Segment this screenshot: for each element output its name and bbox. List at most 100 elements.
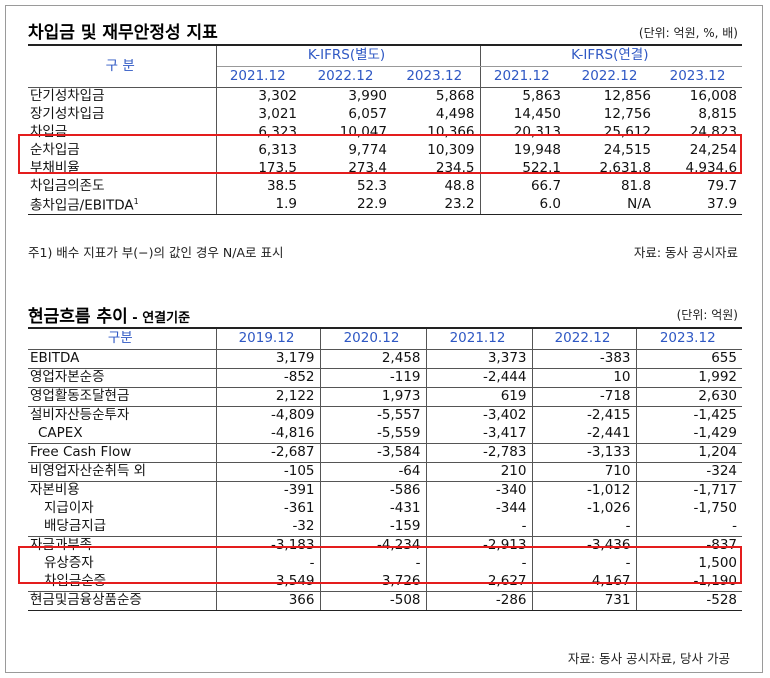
table-row: 영업자본순증 -852 -119 -2,444 10 1,992	[28, 368, 742, 388]
section1-footnote: 주1) 배수 지표가 부(−)의 값인 경우 N/A로 표시	[28, 245, 284, 260]
cell-value: 10,309	[392, 142, 481, 160]
cell-value: -5,559	[320, 425, 427, 444]
cell-value: -324	[636, 462, 742, 482]
row-label-text: 부채비율	[30, 160, 80, 177]
table1-year: 2021.12	[216, 66, 302, 88]
cell-value: 522.1	[522, 160, 562, 177]
table2-year: 2023.12	[636, 327, 742, 350]
cell-value: 731	[532, 591, 637, 611]
row-label: 자금과부족	[28, 536, 217, 555]
table2-gubun: 구분	[28, 327, 217, 350]
table-row: 지급이자 -361 -431 -344 -1,026 -1,750	[28, 500, 742, 518]
cell-value: -4,234	[320, 536, 427, 555]
highlight-box-borrowings	[18, 134, 742, 174]
cell-value: -105	[216, 462, 321, 482]
table-row: EBITDA 3,179 2,458 3,373 -383 655	[28, 349, 742, 369]
table1-year: 2022.12	[566, 66, 657, 88]
row-label: 순차입금	[28, 142, 217, 160]
cell-value: 1,204	[636, 443, 742, 463]
cell-value: 4,498	[392, 106, 481, 124]
cell-value: 9,774	[348, 142, 387, 159]
row-label: 설비자산등순투자	[28, 406, 217, 425]
cell-value: 12,756	[603, 106, 652, 123]
cell-value: -3,584	[320, 443, 427, 463]
table-row: Free Cash Flow -2,687 -3,584 -2,783 -3,133 1,…	[28, 443, 742, 463]
row-label: 장기성차입금	[28, 106, 217, 124]
table-row: 배당금지급 -32 -159- - -	[28, 518, 742, 537]
cell-value: 4,934.6	[685, 160, 738, 177]
row-label: Free Cash Flow	[28, 443, 217, 463]
cell-value: -	[532, 555, 637, 573]
cell-value: -1,012	[532, 481, 637, 500]
cell-value: 52.3	[356, 178, 387, 195]
row-label: 단기성차입금	[28, 87, 217, 106]
section2-unit: (단위: 억원)	[676, 308, 738, 322]
cell-value: -286	[426, 591, 533, 611]
section1-unit: (단위: 억원, %, 배)	[638, 26, 738, 40]
cell-value: -528	[636, 591, 742, 611]
cell-value: -2,783	[426, 443, 533, 463]
cell-value: -3,436	[532, 536, 637, 555]
cell-value: 366	[216, 591, 321, 611]
cell-value: -	[216, 555, 321, 573]
section1-source: 자료: 동사 공시자료	[633, 245, 738, 260]
row-label: 총차입금/EBITDA1	[28, 196, 217, 215]
cell-value: -	[532, 518, 637, 537]
cell-value: -344	[426, 500, 533, 518]
cell-value: 6,313	[258, 142, 297, 159]
cell-value: -	[320, 555, 427, 573]
table1-year: 2021.12	[480, 66, 567, 88]
table-row: 단기성차입금 3,302 3,990 5,868 5,863 12,856 16,008	[28, 87, 742, 106]
cell-value: -1,429	[636, 425, 742, 444]
cell-value: -431	[320, 500, 427, 518]
cell-value: 37.9	[656, 196, 743, 215]
cell-value: -	[426, 518, 533, 537]
cell-value: 22.9	[302, 196, 392, 215]
footnote-marker: 1	[133, 196, 139, 206]
cell-value: -1,026	[532, 500, 637, 518]
table-row: 비영업자산순취득 외 -105 -64 210 710 -324	[28, 462, 742, 482]
cell-value: 79.7	[706, 178, 738, 195]
cell-value: -2,444	[426, 368, 533, 388]
row-label: 차입금의존도	[28, 178, 217, 196]
cell-value: 210	[426, 462, 533, 482]
cell-value: -1,717	[693, 482, 737, 499]
table-row: 영업활동조달현금 2,122 1,973 619 -718 2,630	[28, 387, 742, 407]
row-label-text: 차입금의존도	[30, 178, 105, 195]
cell-value: 3,990	[348, 88, 387, 105]
table2-year: 2019.12	[216, 327, 321, 350]
row-label-text: 단기성차입금	[30, 88, 105, 105]
cell-value: 5,868	[392, 87, 481, 106]
cell-value: 16,008	[689, 88, 738, 105]
table-row: 설비자산등순투자 -4,809 -5,557 -3,402 -2,415 -1,425	[28, 406, 742, 425]
cell-value: -383	[532, 349, 637, 369]
section2-subtitle: - 연결기준	[127, 311, 191, 326]
cell-value: -3,183	[216, 536, 321, 555]
cell-value: 710	[532, 462, 637, 482]
cell-value: -837	[706, 537, 737, 554]
row-label: 비영업자산순취득 외	[28, 462, 217, 482]
cell-value: -5,557	[320, 406, 427, 425]
table2-year: 2021.12	[426, 327, 533, 350]
cell-value: -508	[320, 591, 427, 611]
highlight-box-funding-gap	[18, 546, 742, 584]
cell-value: 655	[636, 349, 742, 369]
cell-value: -4,816	[216, 425, 321, 444]
cell-value: 2,630	[636, 387, 742, 407]
cell-value: 5,863	[522, 88, 562, 105]
cell-value: 23.2	[392, 196, 481, 215]
row-label: 배당금지급	[28, 518, 217, 537]
row-label: 자본비용	[28, 481, 217, 500]
cell-value: 273.4	[348, 160, 387, 177]
table-row: 차입금의존도 38.5 52.3 48.8 66.7 81.8 79.7	[28, 178, 742, 196]
cell-value: -64	[320, 462, 427, 482]
cell-value: -159	[320, 518, 427, 537]
table2-year: 2020.12	[320, 327, 427, 350]
cell-value: -718	[532, 387, 637, 407]
cell-value: 19,948	[513, 142, 562, 159]
report-frame	[5, 5, 763, 673]
section2-title: 현금흐름 추이	[28, 307, 128, 327]
table1-year-header: 2021.12 2022.12 2023.12 2021.12 2022.12 …	[28, 66, 743, 88]
cell-value: -119	[320, 368, 427, 388]
cell-value: 2,458	[320, 349, 427, 369]
